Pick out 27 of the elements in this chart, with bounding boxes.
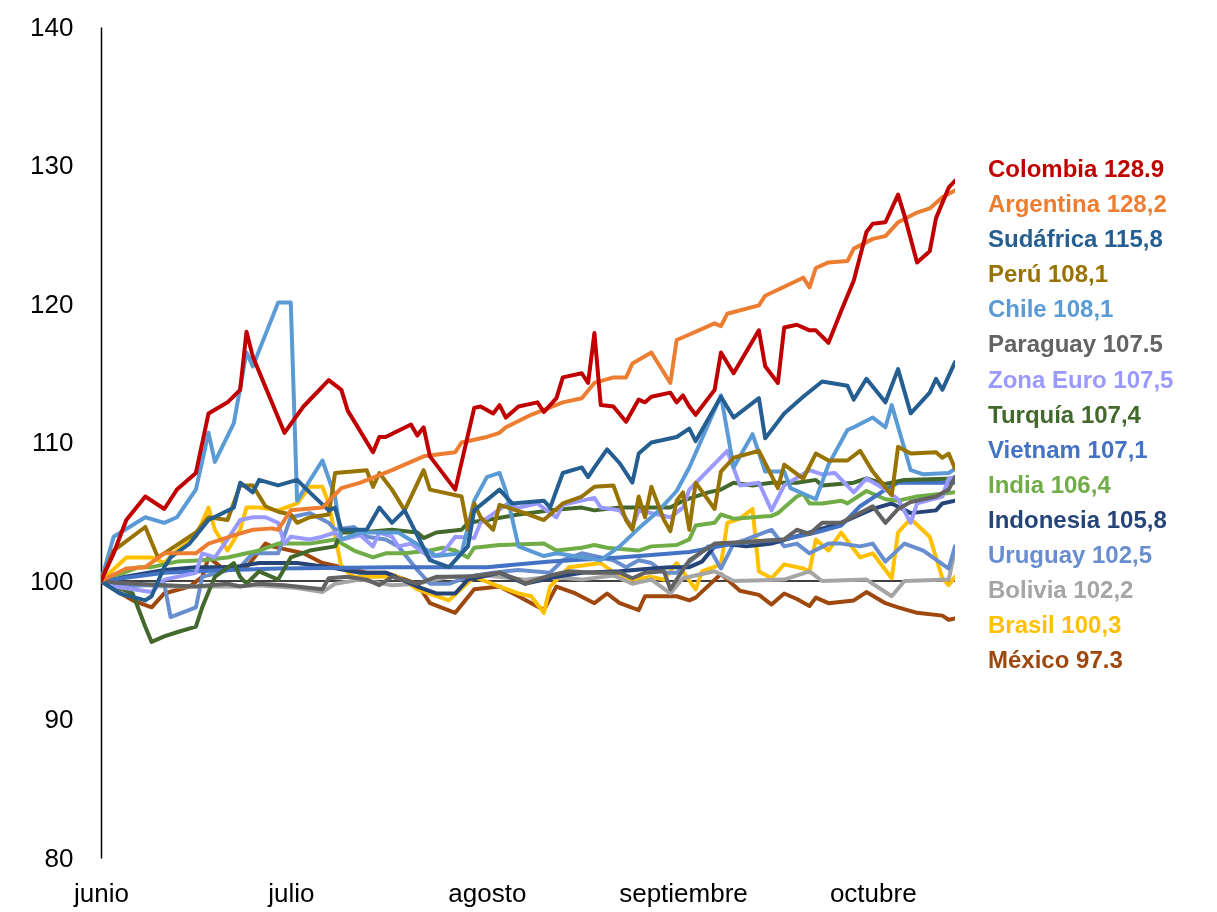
- series-label: India 106,4: [988, 470, 1112, 498]
- x-tick-label: septiembre: [619, 877, 748, 908]
- text: Turquía 107,4: [988, 400, 1142, 428]
- y-tick-label: 80: [44, 842, 74, 873]
- series-label: México 97.3: [988, 646, 1123, 674]
- y-tick-label: 100: [30, 565, 74, 596]
- y-tick-label: 130: [30, 150, 74, 180]
- text: Perú 108,1: [988, 260, 1109, 288]
- x-tick-label: junio: [73, 877, 129, 908]
- text: Zona Euro 107,5: [988, 365, 1174, 393]
- x-tick-label: octubre: [829, 877, 917, 908]
- y-tick-label: 90: [44, 704, 74, 734]
- series-label: Brasil 100,3: [988, 611, 1122, 639]
- series-label: Colombia 128.9: [988, 154, 1165, 182]
- y-tick-label: 110: [32, 427, 74, 457]
- y-tick-label: 120: [30, 288, 74, 319]
- series-label: Bolivia 102,2: [988, 576, 1134, 604]
- series-label: Vietnam 107,1: [988, 435, 1148, 463]
- y-tick-label: 140: [30, 11, 74, 42]
- text: Chile 108,1: [988, 295, 1114, 323]
- text: Sudáfrica 115,8: [988, 225, 1163, 253]
- text: Paraguay 107.5: [988, 330, 1163, 358]
- x-tick-label: agosto: [448, 877, 527, 908]
- series-label: Indonesia 105,8: [988, 505, 1167, 533]
- x-tick-label: julio: [267, 877, 315, 908]
- series-label: Argentina 128,2: [988, 190, 1167, 218]
- series-label: Uruguay 102,5: [988, 541, 1153, 569]
